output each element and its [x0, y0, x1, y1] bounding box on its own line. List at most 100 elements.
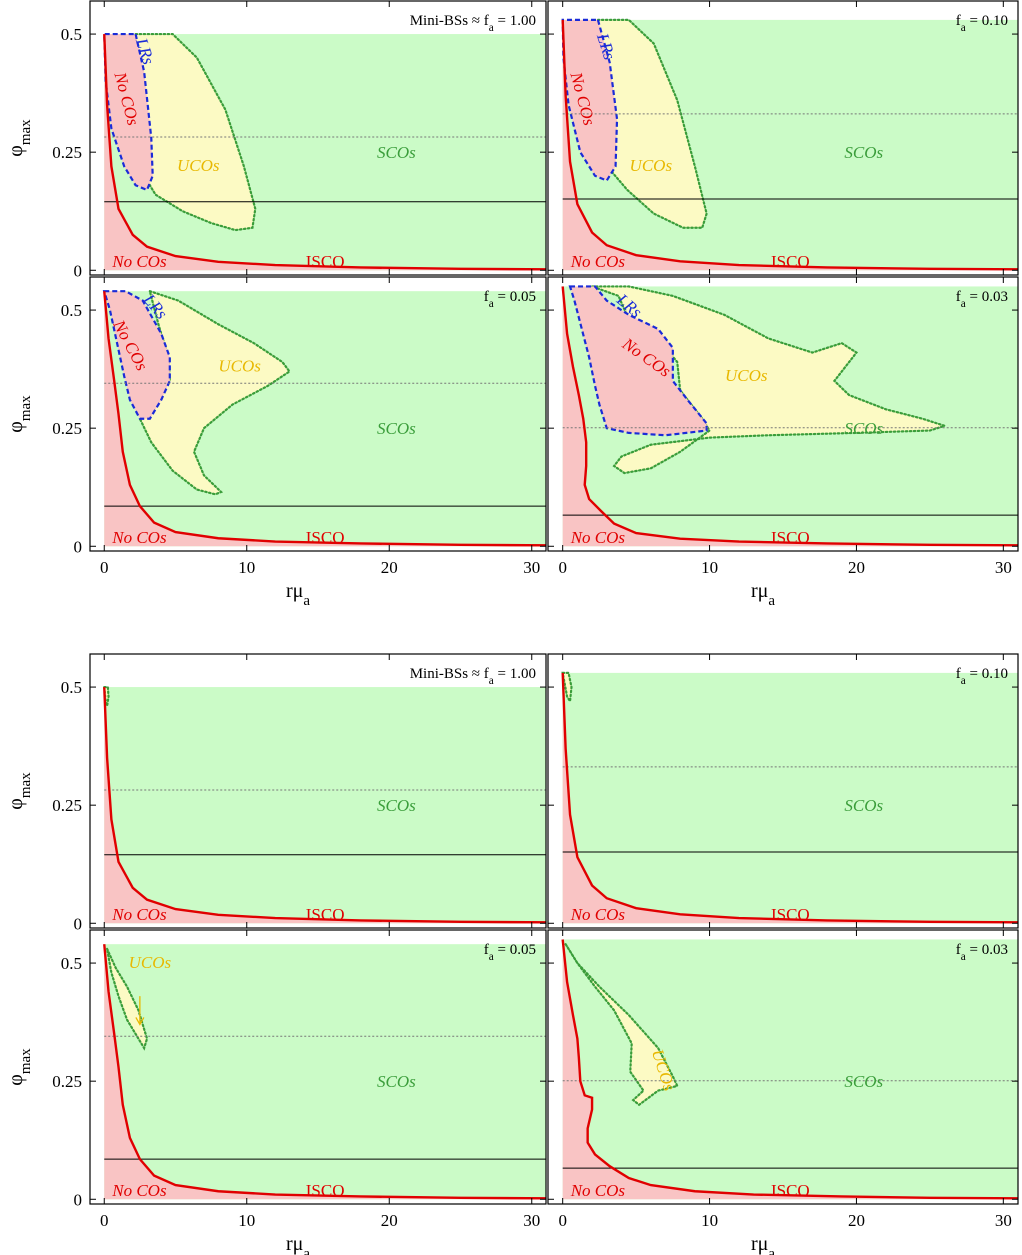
- x-tick-label: 20: [848, 1211, 865, 1230]
- panel-frame: [547, 0, 1019, 276]
- panel-frame: [89, 653, 547, 929]
- sco-region: [104, 687, 546, 924]
- x-tick-label: 10: [701, 1211, 718, 1230]
- uco-region: [564, 943, 679, 1107]
- no-cos-region: [562, 939, 1018, 1200]
- scos-label: SCOs: [844, 796, 883, 815]
- ucos-label: UCOs: [177, 156, 220, 175]
- scos-label: SCOs: [377, 419, 416, 438]
- panel-body: [103, 32, 546, 271]
- scos-label: SCOs: [377, 143, 416, 162]
- panel-body: [103, 944, 546, 1200]
- panel-title: fa = 0.03: [956, 289, 1008, 310]
- x-tick-label: 30: [523, 1211, 540, 1230]
- x-axis-label: rμa: [751, 580, 775, 609]
- no-cos-label: No COs: [570, 252, 626, 271]
- sco-region: [562, 672, 1018, 924]
- panel-5: 0 0.25 0.5 φmax Mini-BSs ≈ fa = 1.00 No COs IS…: [5, 653, 547, 933]
- ucos-label: UCOs: [725, 366, 768, 385]
- ucos-label: UCOs: [218, 356, 261, 375]
- panel-title: Mini-BSs ≈ fa = 1.00: [410, 13, 536, 34]
- ucos-label: UCOs: [630, 156, 673, 175]
- no-cos-region: [104, 944, 546, 1200]
- panel-body: [561, 18, 1018, 271]
- y-tick-label: 0.5: [61, 954, 82, 973]
- no-cos-label: No COs: [570, 905, 626, 924]
- lr-region: [102, 290, 171, 420]
- isco-curve: [561, 672, 1018, 924]
- panel-1: 0 0.25 0.5 φmax Mini-BSs ≈ fa = 1.00 No COs IS…: [5, 0, 547, 280]
- x-tick-label: 20: [848, 558, 865, 577]
- panel-title: fa = 0.10: [956, 666, 1008, 687]
- y-tick-label: 0.5: [61, 25, 82, 44]
- y-tick-label: 0.5: [61, 301, 82, 320]
- panel-body: [561, 939, 1018, 1200]
- isco-label: ISCO: [771, 905, 810, 924]
- isco-label: ISCO: [771, 1181, 810, 1200]
- y-tick-label: 0: [74, 261, 83, 280]
- y-tick-label: 0.25: [52, 419, 82, 438]
- scos-label: SCOs: [844, 419, 883, 438]
- sco-region: [104, 944, 546, 1200]
- x-tick-label: 30: [995, 1211, 1012, 1230]
- x-axis-label: rμa: [286, 580, 310, 609]
- panel-frame: [89, 276, 547, 552]
- ucos-label: UCOs: [129, 953, 172, 972]
- uco-region: [561, 671, 573, 705]
- no-cos-label: No COs: [111, 1181, 167, 1200]
- x-tick-label: 30: [523, 558, 540, 577]
- panel-body: [561, 285, 1018, 547]
- x-tick-label: 0: [100, 1211, 109, 1230]
- isco-label: ISCO: [771, 528, 810, 547]
- scos-label: SCOs: [844, 1072, 883, 1091]
- isco-curve: [103, 944, 546, 1200]
- panel-body: [103, 685, 546, 924]
- panel-title: fa = 0.03: [956, 942, 1008, 963]
- panel-3: 0 10 20 30 rμa 0 0.25 0.5 φmax fa = 0.05 No COs ISC…: [5, 276, 547, 609]
- scos-label: SCOs: [377, 1072, 416, 1091]
- isco-curve: [561, 939, 1018, 1200]
- no-cos-region: [104, 291, 546, 547]
- isco-curve: [103, 291, 546, 547]
- x-tick-label: 30: [995, 558, 1012, 577]
- panel-body: [561, 671, 1018, 924]
- y-tick-label: 0.25: [52, 143, 82, 162]
- x-axis-label: rμa: [286, 1233, 310, 1255]
- y-axis-label: φmax: [5, 772, 34, 810]
- y-axis-label: φmax: [5, 119, 34, 157]
- panel-title: Mini-BSs ≈ fa = 1.00: [410, 666, 536, 687]
- isco-curve: [561, 286, 1018, 547]
- panel-frame: [89, 929, 547, 1205]
- panel-6: fa = 0.10 No COs ISCO SCOs: [547, 653, 1019, 929]
- scos-label: SCOs: [377, 796, 416, 815]
- uco-region: [106, 948, 149, 1051]
- isco-curve: [103, 34, 546, 271]
- isco-label: ISCO: [306, 528, 345, 547]
- x-tick-label: 20: [381, 558, 398, 577]
- y-axis-label: φmax: [5, 395, 34, 433]
- y-tick-label: 0: [74, 1190, 83, 1209]
- no-cos-label: No COs: [570, 528, 626, 547]
- x-tick-label: 0: [100, 558, 109, 577]
- no-cos-label: No COs: [111, 528, 167, 547]
- y-tick-label: 0.25: [52, 1072, 82, 1091]
- no-cos-label: No COs: [570, 1181, 626, 1200]
- uco-arrow-head: [135, 1017, 145, 1026]
- panel-frame: [547, 929, 1019, 1205]
- panel-7: 0 10 20 30 rμa 0 0.25 0.5 φmax fa = 0.05 No COs ISC…: [5, 929, 547, 1255]
- lr-region: [568, 285, 708, 437]
- x-tick-label: 10: [238, 558, 255, 577]
- x-axis-label: rμa: [751, 1233, 775, 1255]
- panel-title: fa = 0.05: [484, 289, 536, 310]
- y-tick-label: 0.5: [61, 678, 82, 697]
- y-tick-label: 0.25: [52, 796, 82, 815]
- isco-curve: [103, 687, 546, 924]
- x-tick-label: 20: [381, 1211, 398, 1230]
- y-tick-label: 0: [74, 537, 83, 556]
- isco-label: ISCO: [306, 252, 345, 271]
- isco-curve: [561, 19, 1018, 271]
